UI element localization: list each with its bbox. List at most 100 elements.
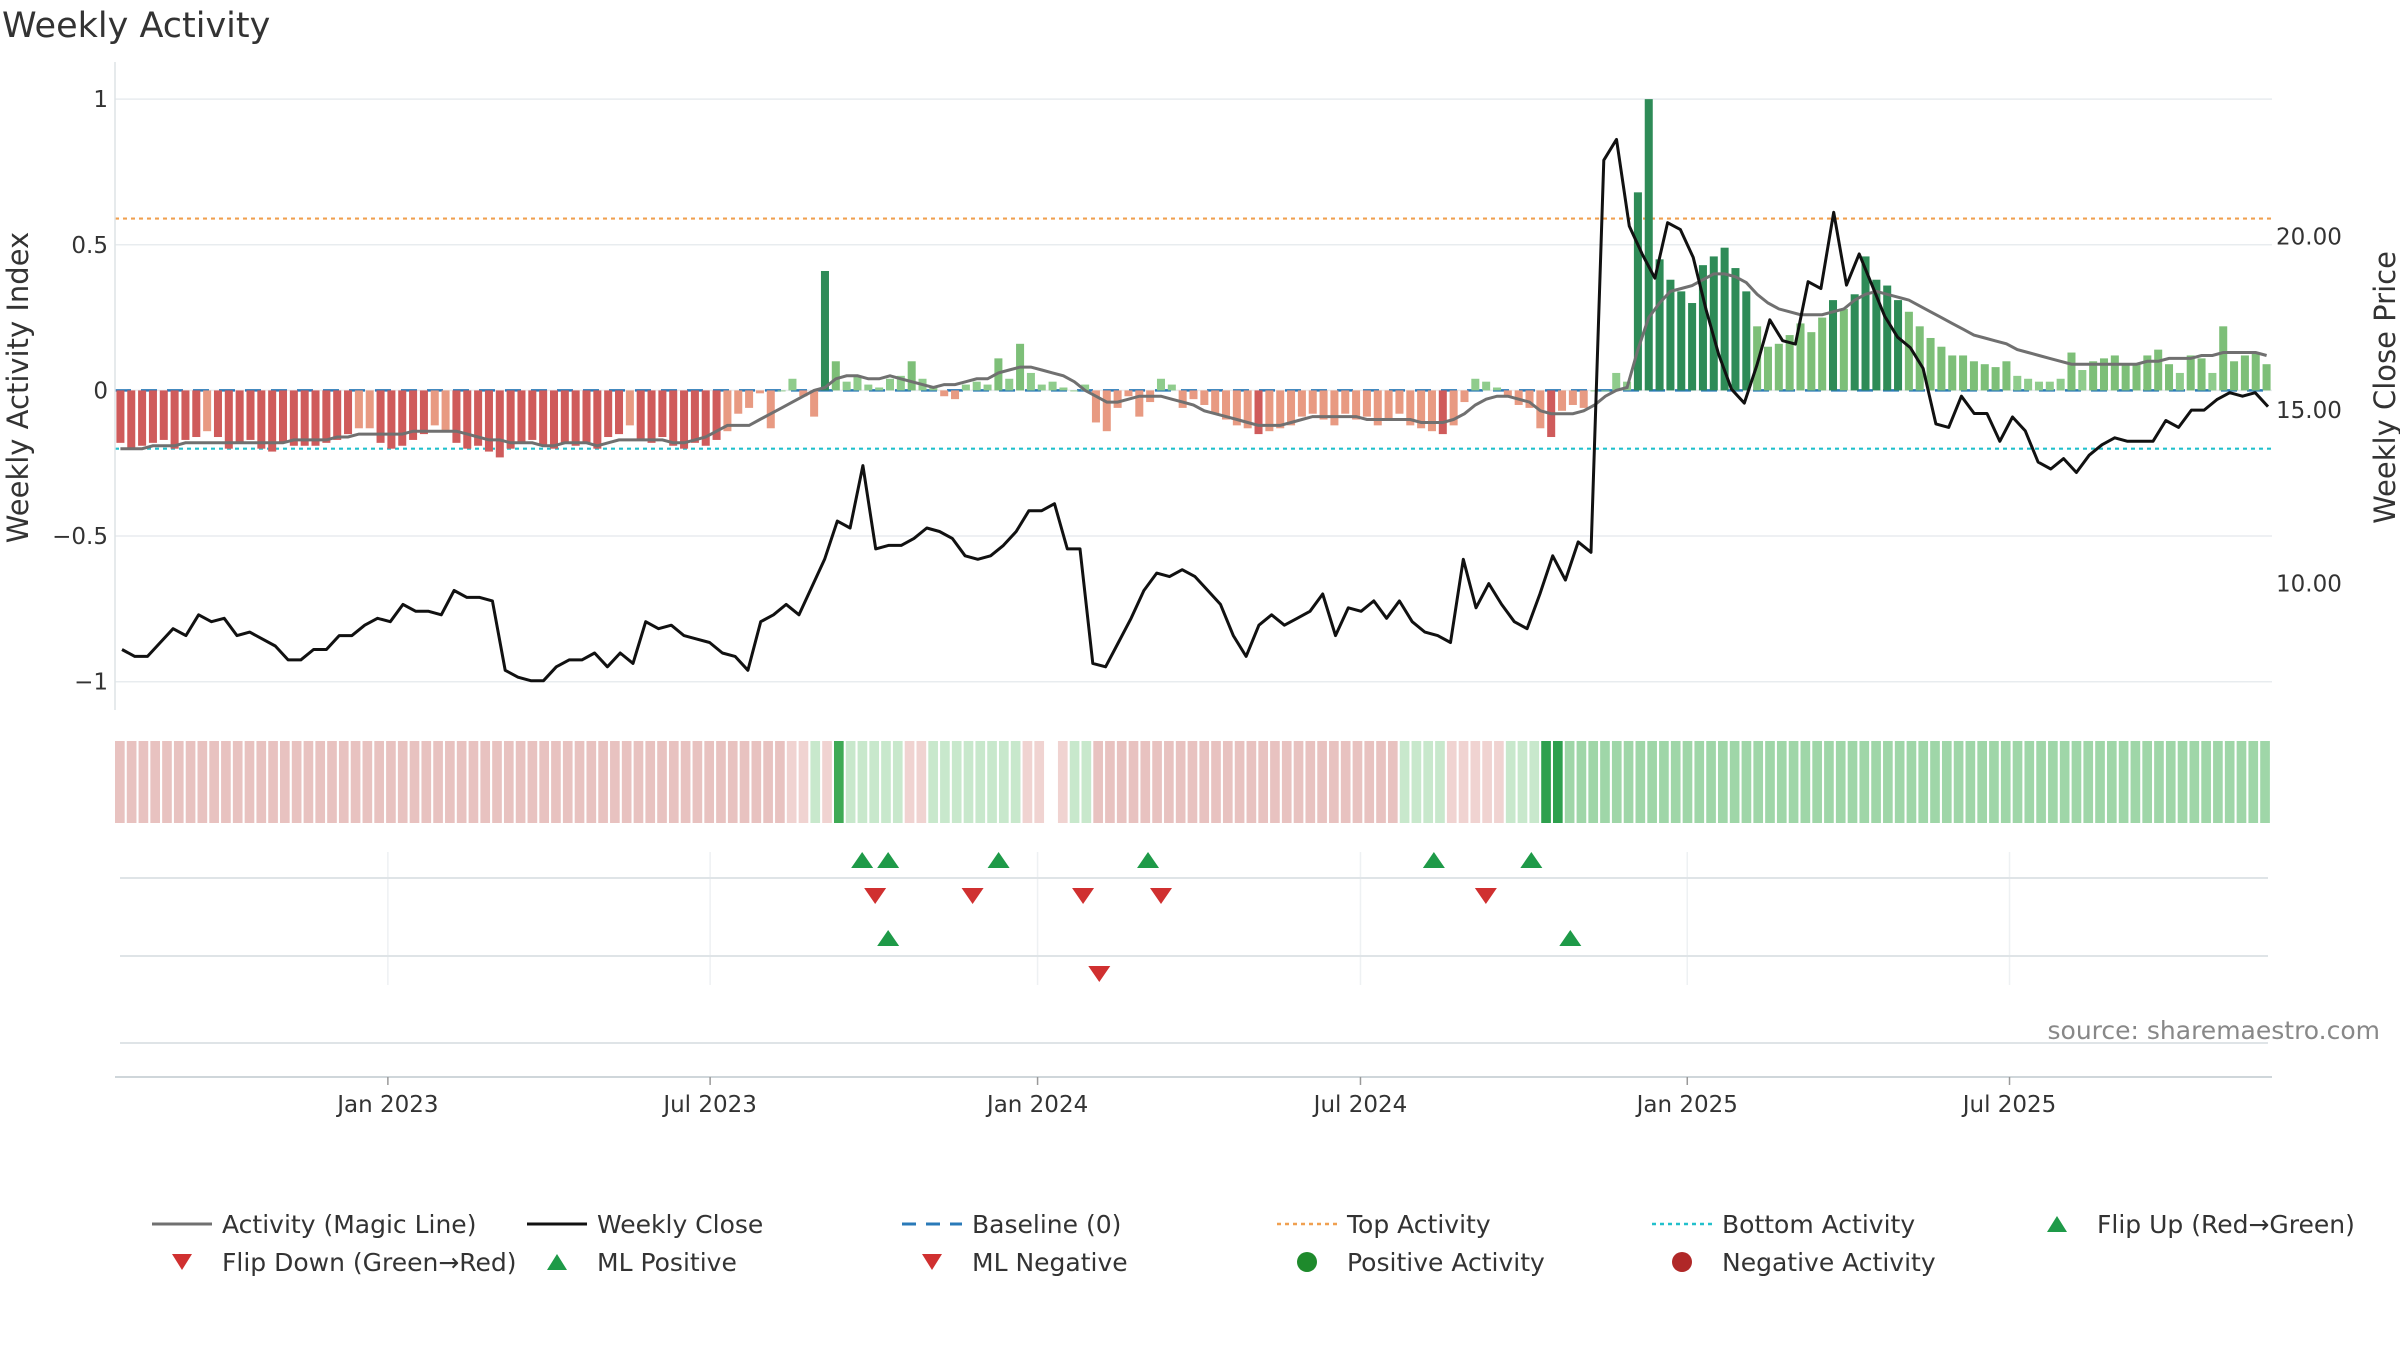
strip-cell [633, 741, 644, 823]
strip-cell [1340, 741, 1351, 823]
activity-bar [1677, 291, 1686, 391]
legend-item: Positive Activity [1275, 1243, 1650, 1281]
strip-cell [928, 741, 938, 823]
signal-up-marker [877, 852, 900, 868]
activity-bar [333, 390, 342, 440]
y-right-tick-label: 10.00 [2276, 572, 2342, 598]
activity-bar [1070, 390, 1079, 392]
gridlines [115, 98, 2272, 985]
legend-label: ML Positive [597, 1247, 737, 1277]
strip-cell [1753, 741, 1764, 823]
activity-bar [1460, 390, 1469, 403]
activity-bar [831, 361, 840, 391]
activity-bar [2024, 378, 2033, 391]
strip-cell [1010, 741, 1021, 823]
activity-bar [1796, 323, 1805, 391]
y-right-tick-label: 15.00 [2276, 398, 2342, 424]
x-tick-label: Jul 2025 [1961, 1092, 2057, 1118]
activity-bar [387, 390, 396, 449]
activity-bar [1731, 268, 1740, 391]
strip-cell [362, 741, 373, 823]
strip-cell [1175, 741, 1186, 823]
strip-cell [657, 741, 667, 823]
activity-bar [1222, 390, 1231, 420]
legend-label: Weekly Close [597, 1209, 764, 1239]
strip-cell [1611, 741, 1622, 823]
activity-bar [636, 390, 645, 440]
y-left-axis-title: Weekly Activity Index [1, 232, 35, 543]
activity-bar [2013, 375, 2022, 391]
strip-cell [1152, 741, 1162, 823]
activity-bar [799, 390, 808, 397]
strip-cell [2059, 741, 2070, 823]
strip-cell [409, 741, 420, 823]
strip-cell [1635, 741, 1646, 823]
strip-cell [692, 741, 703, 823]
strip-cell [221, 741, 231, 823]
strip-cell [1670, 741, 1681, 823]
strip-cell [162, 741, 172, 823]
legend-item: ML Positive [525, 1243, 900, 1281]
strip-cell [727, 741, 738, 823]
signal-up-marker [851, 852, 874, 868]
strip-cell [256, 741, 267, 823]
activity-bar [777, 390, 786, 392]
strip-cell [2048, 741, 2058, 823]
activity-bar [192, 390, 201, 438]
activity-bar [1492, 387, 1502, 391]
strip-cell [515, 741, 526, 823]
strip-cell [1883, 741, 1893, 823]
activity-bar [1406, 390, 1415, 426]
activity-bar [2165, 364, 2174, 391]
activity-bar [1894, 300, 1903, 391]
strip-cell [150, 741, 161, 823]
strip-cell [1564, 741, 1575, 823]
activity-bar [1384, 390, 1393, 420]
signal-up-marker [1137, 852, 1160, 868]
activity-bar [203, 390, 212, 432]
strip-cell [857, 741, 868, 823]
legend-swatch [2047, 1216, 2067, 1232]
strip-cell [1199, 741, 1210, 823]
strip-cell [574, 741, 585, 823]
strip-cell [1116, 741, 1127, 823]
strip-cell [268, 741, 278, 823]
legend-item: Baseline (0) [900, 1205, 1275, 1243]
strip-cell [2095, 741, 2105, 823]
activity-bar [495, 390, 504, 458]
y-left-tick-label: −1 [74, 670, 108, 696]
strip-cell [963, 741, 974, 823]
activity-bar [1211, 390, 1220, 414]
activity-bar [1276, 390, 1285, 429]
strip-cell [1164, 741, 1174, 823]
strip-cell [1458, 741, 1469, 823]
activity-bar [116, 390, 125, 443]
activity-bar [257, 390, 266, 449]
strip-cell [845, 741, 856, 823]
strip-cell [1989, 741, 1999, 823]
activity-bar [452, 390, 461, 443]
signal-down-marker [961, 888, 984, 904]
activity-bar [1373, 390, 1382, 426]
activity-bar [1167, 384, 1176, 391]
strip-cell [598, 741, 608, 823]
activity-bar [745, 390, 754, 408]
signal-down-marker [1474, 888, 1497, 904]
strip-cell [1517, 741, 1528, 823]
activity-bar [2056, 378, 2065, 391]
activity-bar [1633, 192, 1642, 391]
activity-bar [1059, 387, 1068, 391]
strip-cell [586, 741, 597, 823]
strip-cell [1894, 741, 1905, 823]
activity-bar [365, 390, 374, 429]
activity-bar [148, 390, 157, 443]
strip-cell [1470, 741, 1481, 823]
strip-cell [786, 741, 797, 823]
activity-bar [484, 390, 493, 452]
strip-cell [834, 741, 844, 823]
legend-item: ML Negative [900, 1243, 1275, 1281]
activity-bar [213, 390, 222, 438]
activity-bar [560, 390, 569, 443]
activity-bar [2121, 364, 2130, 391]
strip-cell [1765, 741, 1775, 823]
